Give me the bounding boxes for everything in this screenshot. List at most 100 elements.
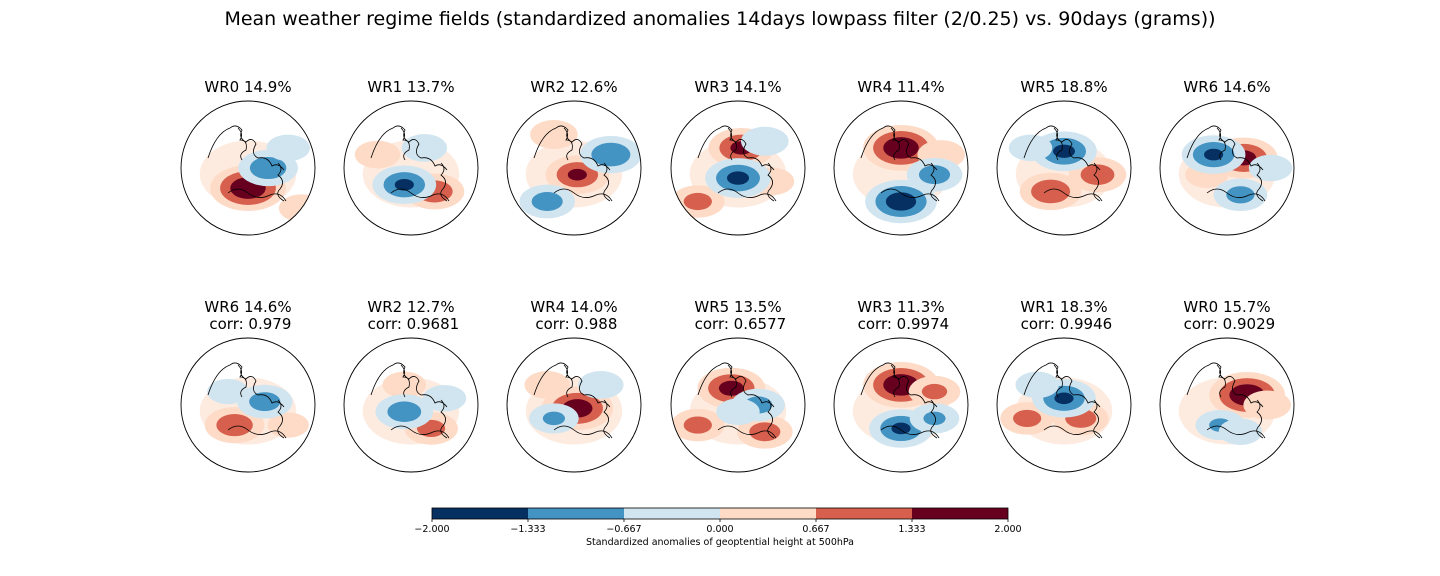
colorbar-segment bbox=[528, 508, 624, 519]
colorbar-tick-label: −0.667 bbox=[606, 524, 642, 535]
negative-anomaly bbox=[266, 134, 310, 162]
negative-anomaly bbox=[531, 192, 563, 211]
regime-map bbox=[180, 100, 316, 236]
panel-label: WR5 13.5% bbox=[694, 298, 782, 316]
positive-anomaly bbox=[683, 416, 712, 434]
regime-map bbox=[996, 100, 1132, 236]
map-boundary bbox=[833, 100, 969, 236]
coastline bbox=[370, 362, 450, 439]
map-boundary bbox=[670, 337, 806, 473]
positive-anomaly bbox=[749, 422, 781, 442]
negative-anomaly bbox=[422, 385, 467, 412]
coastline bbox=[1023, 362, 1103, 439]
panel-label: WR0 15.7% bbox=[1183, 298, 1271, 316]
panel-title: WR0 15.7% corr: 0.9029 bbox=[1152, 299, 1302, 333]
colorbar-segment bbox=[624, 508, 720, 519]
regime-map bbox=[1159, 100, 1295, 236]
panel-label: WR5 18.8% bbox=[1020, 78, 1108, 96]
negative-anomaly bbox=[401, 134, 448, 162]
coastline bbox=[1186, 125, 1266, 202]
panel-label: WR4 14.0% bbox=[530, 298, 618, 316]
panel-label: WR1 18.3% bbox=[1020, 298, 1108, 316]
negative-anomaly bbox=[394, 178, 414, 191]
panel-label: WR6 14.6% bbox=[1183, 78, 1271, 96]
colorbar-label: Standardized anomalies of geoptential he… bbox=[585, 537, 855, 548]
coastline bbox=[370, 125, 450, 202]
positive-anomaly bbox=[382, 371, 427, 399]
panel-label: WR2 12.6% bbox=[530, 78, 618, 96]
negative-anomaly bbox=[1218, 418, 1263, 446]
positive-anomaly bbox=[1031, 179, 1071, 204]
positive-anomaly bbox=[1243, 390, 1291, 420]
coastline bbox=[533, 125, 613, 202]
panel-title: WR6 14.6% corr: 0.979 bbox=[173, 299, 323, 333]
negative-anomaly bbox=[741, 126, 789, 156]
regime-map bbox=[833, 100, 969, 236]
panel-corr-label: corr: 0.6577 bbox=[689, 315, 787, 333]
regime-map bbox=[506, 100, 642, 236]
map-boundary bbox=[833, 337, 969, 473]
coastline bbox=[1023, 125, 1103, 202]
map-boundary bbox=[506, 337, 642, 473]
negative-anomaly bbox=[918, 165, 951, 185]
negative-anomaly bbox=[249, 156, 287, 180]
colorbar-bar bbox=[431, 507, 1009, 522]
panel-title: WR1 13.7% bbox=[336, 79, 486, 96]
figure-title: Mean weather regime fields (standardized… bbox=[224, 8, 1216, 30]
coastline bbox=[697, 125, 777, 202]
map-boundary bbox=[996, 100, 1132, 236]
map-boundary bbox=[670, 100, 806, 236]
panel-title: WR3 14.1% bbox=[663, 79, 813, 96]
positive-anomaly bbox=[354, 140, 401, 169]
negative-anomaly bbox=[1015, 371, 1059, 399]
panel-corr-label: corr: 0.9681 bbox=[362, 315, 460, 333]
panel-corr-label: corr: 0.988 bbox=[530, 315, 618, 333]
panel-label: WR1 13.7% bbox=[367, 78, 455, 96]
negative-anomaly bbox=[387, 401, 422, 422]
map-boundary bbox=[1159, 100, 1295, 236]
regime-map bbox=[343, 100, 479, 236]
positive-anomaly bbox=[683, 192, 712, 211]
regime-map bbox=[670, 337, 806, 473]
panel-label: WR4 11.4% bbox=[857, 78, 945, 96]
positive-anomaly bbox=[530, 120, 578, 149]
panel-label: WR6 14.6% bbox=[204, 298, 292, 316]
coastline bbox=[207, 125, 287, 202]
positive-anomaly bbox=[1080, 164, 1115, 185]
colorbar-tick-label: −2.000 bbox=[414, 524, 450, 535]
coastline bbox=[533, 362, 613, 439]
coastline bbox=[207, 362, 287, 439]
coastline bbox=[860, 125, 940, 202]
colorbar-tick-label: 1.333 bbox=[898, 524, 926, 535]
negative-anomaly bbox=[891, 422, 911, 435]
panel-title: WR3 11.3% corr: 0.9974 bbox=[826, 299, 976, 333]
panel-title: WR0 14.9% bbox=[173, 79, 323, 96]
colorbar-segment bbox=[816, 508, 912, 519]
map-boundary bbox=[996, 337, 1132, 473]
panel-label: WR3 14.1% bbox=[694, 78, 782, 96]
coastline bbox=[697, 362, 777, 439]
regime-map bbox=[343, 337, 479, 473]
positive-anomaly bbox=[718, 380, 744, 396]
colorbar-tick-label: 2.000 bbox=[994, 524, 1022, 535]
negative-anomaly bbox=[726, 171, 750, 185]
panel-corr-label: corr: 0.9029 bbox=[1178, 315, 1276, 333]
panel-title: WR5 13.5% corr: 0.6577 bbox=[663, 299, 813, 333]
negative-anomaly bbox=[885, 192, 917, 211]
map-boundary bbox=[180, 337, 316, 473]
positive-anomaly bbox=[883, 137, 919, 159]
colorbar-tick-label: 0.000 bbox=[706, 524, 734, 535]
regime-map bbox=[996, 337, 1132, 473]
panel-title: WR5 18.8% bbox=[989, 79, 1139, 96]
negative-anomaly bbox=[923, 411, 946, 426]
regime-map bbox=[833, 337, 969, 473]
panel-title: WR4 14.0% corr: 0.988 bbox=[499, 299, 649, 333]
positive-anomaly bbox=[524, 371, 570, 399]
coastline bbox=[1186, 362, 1266, 439]
colorbar-segment bbox=[720, 508, 816, 519]
panel-title: WR2 12.6% bbox=[499, 79, 649, 96]
regime-map bbox=[670, 100, 806, 236]
positive-anomaly bbox=[567, 168, 587, 181]
negative-anomaly bbox=[1226, 186, 1255, 204]
panel-label: WR3 11.3% bbox=[857, 298, 945, 316]
